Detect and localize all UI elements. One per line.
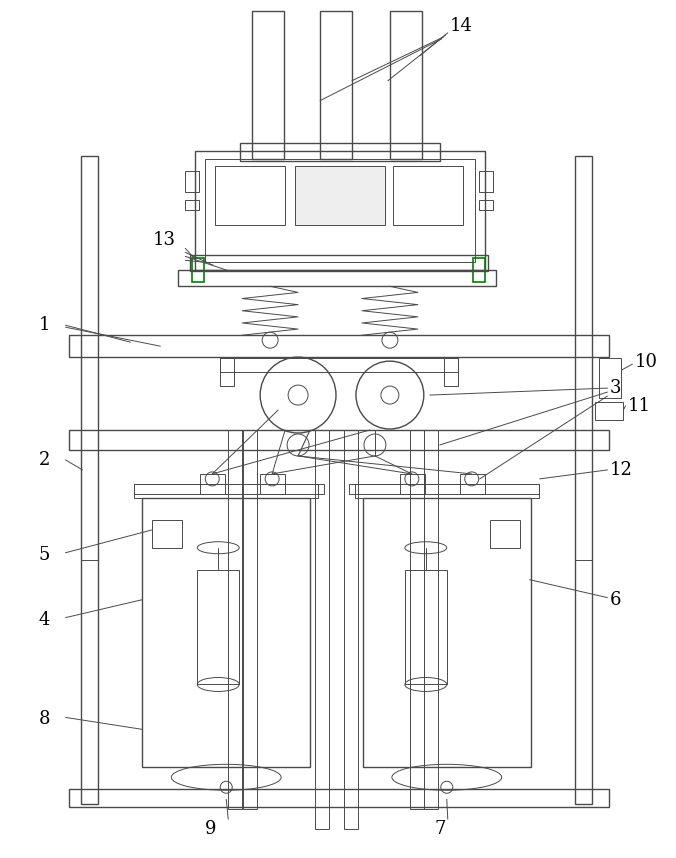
Bar: [424, 430, 438, 809]
Bar: [320, 11, 352, 159]
Bar: [400, 474, 425, 494]
Text: 11: 11: [627, 397, 650, 415]
Text: 3: 3: [610, 379, 621, 397]
Bar: [80, 155, 99, 804]
Bar: [355, 484, 539, 498]
Bar: [390, 11, 422, 159]
Bar: [143, 498, 310, 767]
Bar: [473, 258, 485, 282]
Text: 14: 14: [450, 17, 473, 35]
Text: 10: 10: [634, 353, 657, 372]
Bar: [596, 402, 623, 420]
Bar: [344, 430, 358, 829]
Bar: [252, 11, 284, 159]
Bar: [68, 789, 610, 807]
Bar: [460, 474, 485, 494]
Bar: [349, 484, 539, 494]
Bar: [215, 166, 285, 226]
Bar: [575, 155, 592, 804]
Bar: [575, 450, 592, 559]
Bar: [178, 270, 496, 287]
Bar: [600, 358, 621, 398]
Text: 12: 12: [610, 461, 632, 479]
Text: 7: 7: [435, 820, 446, 838]
Bar: [260, 474, 285, 494]
Bar: [393, 166, 463, 226]
Bar: [489, 520, 520, 547]
Bar: [479, 201, 493, 210]
Bar: [197, 570, 239, 685]
Text: 2: 2: [39, 451, 50, 469]
Bar: [185, 201, 199, 210]
Bar: [240, 142, 440, 160]
Bar: [410, 430, 424, 809]
Bar: [135, 484, 324, 494]
Text: 8: 8: [39, 710, 50, 728]
Bar: [443, 358, 458, 386]
Text: 6: 6: [610, 590, 621, 608]
Text: 1: 1: [39, 317, 50, 335]
Bar: [200, 474, 225, 494]
Text: 5: 5: [39, 546, 50, 564]
Bar: [80, 450, 99, 559]
Bar: [405, 570, 447, 685]
Bar: [363, 498, 531, 767]
Bar: [192, 258, 204, 282]
Text: 4: 4: [39, 611, 50, 629]
Bar: [185, 171, 199, 192]
Bar: [135, 484, 318, 498]
Bar: [191, 256, 487, 271]
Bar: [295, 166, 385, 226]
Bar: [152, 520, 183, 547]
Bar: [68, 430, 610, 450]
Bar: [228, 430, 242, 809]
Bar: [220, 358, 234, 386]
Text: 13: 13: [152, 232, 175, 250]
Bar: [220, 358, 458, 372]
Bar: [195, 150, 485, 270]
Bar: [315, 430, 329, 829]
Bar: [206, 159, 475, 263]
Bar: [479, 171, 493, 192]
Bar: [243, 430, 257, 809]
Text: 9: 9: [206, 820, 217, 838]
Bar: [68, 335, 610, 357]
